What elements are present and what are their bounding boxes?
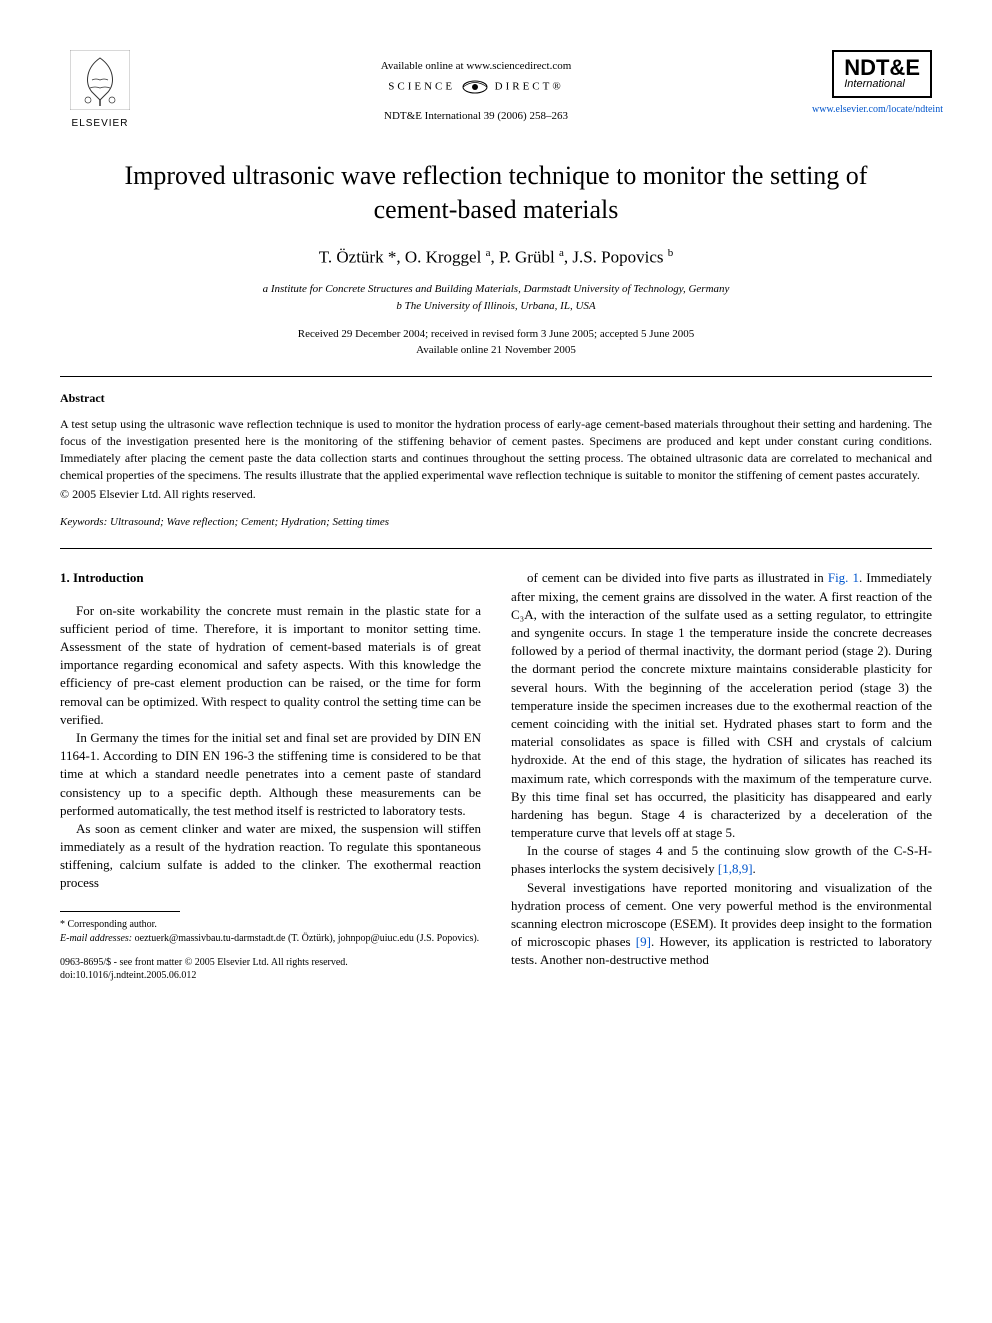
header-center: Available online at www.sciencedirect.co… — [140, 50, 812, 122]
intro-para-6: Several investigations have reported mon… — [511, 879, 932, 970]
sciencedirect-eye-icon — [461, 80, 489, 94]
keywords-label: Keywords: — [60, 516, 107, 528]
intro-para-1: For on-site workability the concrete mus… — [60, 602, 481, 729]
available-online-text: Available online at www.sciencedirect.co… — [140, 60, 812, 72]
ndte-title: NDT&E — [844, 58, 920, 78]
elsevier-logo: ELSEVIER — [60, 50, 140, 129]
ndte-logo-box: NDT&E International — [832, 50, 932, 98]
journal-reference: NDT&E International 39 (2006) 258–263 — [140, 110, 812, 122]
affiliation-a: a Institute for Concrete Structures and … — [60, 281, 932, 298]
footnote-divider — [60, 911, 180, 912]
affiliation-b: b The University of Illinois, Urbana, IL… — [60, 298, 932, 315]
author-list: T. Öztürk *, O. Kroggel a, P. Grübl a, J… — [60, 247, 932, 268]
intro-para-5: In the course of stages 4 and 5 the cont… — [511, 842, 932, 878]
divider-bottom — [60, 548, 932, 549]
section-1-heading: 1. Introduction — [60, 569, 481, 587]
article-title: Improved ultrasonic wave reflection tech… — [100, 159, 892, 227]
abstract-heading: Abstract — [60, 391, 932, 406]
ref-9-link[interactable]: [9] — [636, 934, 651, 949]
received-date: Received 29 December 2004; received in r… — [60, 328, 932, 340]
footer-info: 0963-8695/$ - see front matter © 2005 El… — [60, 956, 481, 982]
sciencedirect-logo: SCIENCE DIRECT® — [140, 80, 812, 94]
body-columns: 1. Introduction For on-site workability … — [60, 569, 932, 981]
email-label: E-mail addresses: — [60, 933, 132, 944]
keywords-line: Keywords: Ultrasound; Wave reflection; C… — [60, 516, 932, 528]
intro-para-3: As soon as cement clinker and water are … — [60, 820, 481, 893]
elsevier-label: ELSEVIER — [60, 118, 140, 129]
intro-para-4: of cement can be divided into five parts… — [511, 569, 932, 842]
elsevier-tree-icon — [70, 50, 130, 110]
available-online-date: Available online 21 November 2005 — [60, 344, 932, 356]
email-footnote: E-mail addresses: oeztuerk@massivbau.tu-… — [60, 932, 481, 946]
email-addresses: oeztuerk@massivbau.tu-darmstadt.de (T. Ö… — [132, 933, 479, 944]
fig-1-link[interactable]: Fig. 1 — [828, 570, 859, 585]
page-header: ELSEVIER Available online at www.science… — [60, 50, 932, 129]
affiliations: a Institute for Concrete Structures and … — [60, 281, 932, 314]
column-left: 1. Introduction For on-site workability … — [60, 569, 481, 981]
journal-url-link[interactable]: www.elsevier.com/locate/ndteint — [812, 104, 932, 115]
abstract-copyright: © 2005 Elsevier Ltd. All rights reserved… — [60, 487, 932, 502]
journal-logo: NDT&E International www.elsevier.com/loc… — [812, 50, 932, 115]
doi-line: doi:10.1016/j.ndteint.2005.06.012 — [60, 969, 481, 982]
intro-para-2: In Germany the times for the initial set… — [60, 729, 481, 820]
column-right: of cement can be divided into five parts… — [511, 569, 932, 981]
abstract-text: A test setup using the ultrasonic wave r… — [60, 416, 932, 483]
refs-189-link[interactable]: [1,8,9] — [718, 861, 753, 876]
divider-top — [60, 376, 932, 377]
issn-line: 0963-8695/$ - see front matter © 2005 El… — [60, 956, 481, 969]
keywords-text: Ultrasound; Wave reflection; Cement; Hyd… — [107, 516, 389, 528]
corresponding-author-note: * Corresponding author. — [60, 918, 481, 932]
